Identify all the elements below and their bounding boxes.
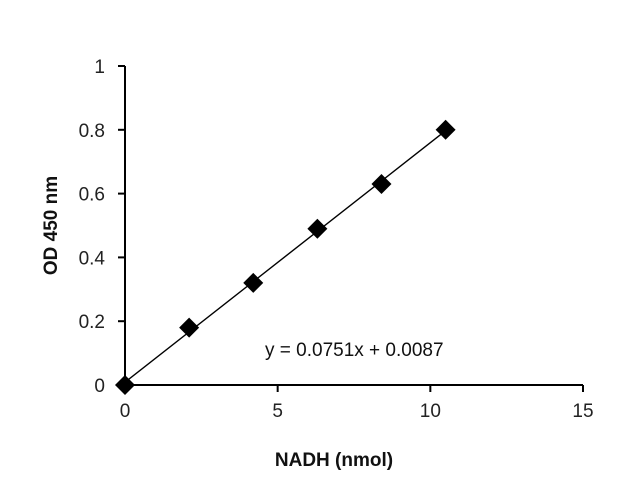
data-point — [371, 174, 392, 195]
y-tick-label: 0 — [94, 376, 105, 397]
labels: NADH (nmol) OD 450 nm y = 0.0751x + 0.00… — [41, 176, 444, 471]
y-tick-label: 1 — [94, 57, 105, 78]
y-tick-label: 0.2 — [79, 312, 105, 333]
y-tick-label: 0.4 — [79, 248, 106, 269]
y-tick-label: 0.8 — [79, 121, 105, 142]
axes — [124, 66, 583, 386]
y-axis-title: OD 450 nm — [41, 176, 62, 275]
x-tick-label: 15 — [572, 401, 593, 422]
data-point — [243, 272, 264, 293]
data-point — [435, 119, 456, 140]
ticks: 0 5 10 15 0 0.2 0.4 0.6 0.8 1 — [79, 57, 594, 422]
trendline-equation: y = 0.0751x + 0.0087 — [265, 340, 444, 361]
data-point — [179, 317, 200, 338]
y-tick-label: 0.6 — [79, 185, 105, 206]
x-tick-label: 5 — [272, 401, 283, 422]
trendline — [124, 130, 447, 383]
x-tick-label: 0 — [120, 401, 131, 422]
data-point — [115, 375, 135, 395]
trendline-group — [124, 130, 447, 383]
x-tick-label: 10 — [420, 401, 441, 422]
x-axis-title: NADH (nmol) — [275, 450, 393, 471]
data-points — [115, 119, 456, 395]
data-point — [307, 218, 328, 239]
